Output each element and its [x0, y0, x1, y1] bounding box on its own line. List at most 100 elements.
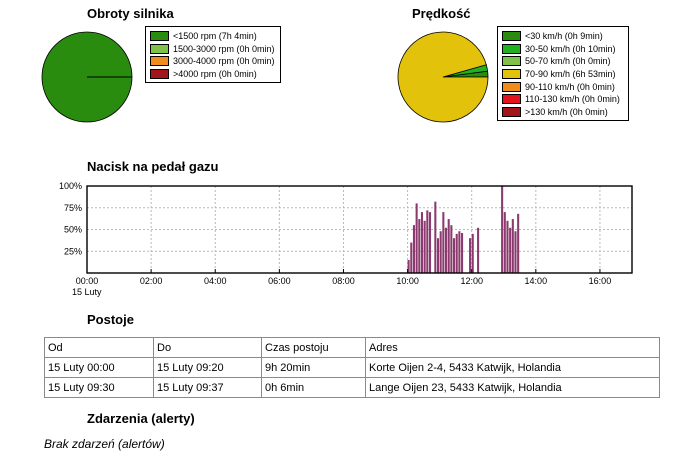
throttle-date-label: 15 Luty — [72, 287, 102, 297]
header-to: Do — [153, 337, 262, 358]
x-tick-label: 00:00 — [76, 276, 99, 286]
speed-legend-item: 90-110 km/h (0h 0min) — [502, 80, 624, 93]
speed-legend-item: 50-70 km/h (0h 0min) — [502, 55, 624, 68]
throttle-bar — [444, 227, 448, 273]
throttle-bar — [447, 219, 450, 273]
header-duration: Czas postoju — [261, 337, 366, 358]
throttle-bar — [418, 219, 421, 273]
engine-rpm-pie — [41, 31, 133, 123]
legend-swatch — [502, 106, 521, 117]
throttle-bar — [477, 227, 480, 273]
stops-table: Od Do Czas postoju Adres 15 Luty 00:00 1… — [44, 337, 660, 398]
x-tick-label: 04:00 — [204, 276, 227, 286]
legend-label: 90-110 km/h (0h 0min) — [525, 81, 615, 92]
legend-label: <1500 rpm (7h 4min) — [173, 31, 257, 42]
legend-swatch — [502, 69, 521, 80]
legend-label: >4000 rpm (0h 0min) — [173, 69, 257, 80]
legend-swatch — [150, 43, 169, 54]
legend-label: 50-70 km/h (0h 0min) — [525, 56, 611, 67]
x-tick-label: 16:00 — [589, 276, 612, 286]
throttle-bar — [469, 238, 472, 273]
engine-legend-item: 1500-3000 rpm (0h 0min) — [150, 43, 276, 56]
speed-legend-item: 70-90 km/h (6h 53min) — [502, 68, 624, 81]
cell-duration: 9h 20min — [261, 357, 366, 378]
legend-swatch — [502, 43, 521, 54]
legend-label: 3000-4000 rpm (0h 0min) — [173, 56, 275, 67]
speed-title: Prędkość — [412, 6, 471, 21]
engine-legend-item: >4000 rpm (0h 0min) — [150, 68, 276, 81]
y-tick-label: 25% — [64, 246, 82, 256]
table-row: 15 Luty 00:00 15 Luty 09:20 9h 20min Kor… — [44, 357, 660, 378]
legend-swatch — [502, 81, 521, 92]
y-tick-label: 100% — [59, 181, 82, 191]
x-tick-label: 08:00 — [332, 276, 355, 286]
throttle-bar — [455, 233, 458, 273]
engine-legend-item: 3000-4000 rpm (0h 0min) — [150, 55, 276, 68]
throttle-chart: 00:00 02:00 04:00 06:00 08:00 10:00 12:00 14:00… — [59, 181, 633, 297]
table-row: 15 Luty 09:30 15 Luty 09:37 0h 6min Lang… — [44, 377, 660, 398]
legend-label: <30 km/h (0h 9min) — [525, 31, 603, 42]
speed-legend-item: >130 km/h (0h 0min) — [502, 106, 624, 119]
header-from: Od — [44, 337, 154, 358]
throttle-bar — [453, 238, 456, 273]
throttle-bar — [501, 186, 504, 273]
speed-legend-item: <30 km/h (0h 9min) — [502, 30, 624, 43]
throttle-bar — [461, 232, 464, 273]
x-tick-label: 14:00 — [525, 276, 548, 286]
cell-duration: 0h 6min — [261, 377, 366, 398]
cell-to: 15 Luty 09:20 — [153, 357, 262, 378]
throttle-bar — [506, 220, 509, 273]
throttle-plot-frame — [86, 185, 633, 274]
events-empty-text: Brak zdarzeń (alertów) — [44, 437, 165, 451]
throttle-bar — [458, 231, 461, 273]
stops-header-row: Od Do Czas postoju Adres — [44, 337, 660, 358]
throttle-bar — [410, 242, 413, 273]
x-tick-label: 02:00 — [140, 276, 163, 286]
throttle-bar — [471, 233, 474, 273]
throttle-bar — [434, 201, 437, 273]
throttle-bar — [428, 212, 432, 273]
throttle-bar — [436, 238, 440, 273]
x-tick-label: 12:00 — [460, 276, 483, 286]
legend-swatch — [502, 56, 521, 67]
cell-from: 15 Luty 09:30 — [44, 377, 154, 398]
engine-rpm-title: Obroty silnika — [87, 6, 174, 21]
stops-title: Postoje — [87, 312, 134, 327]
y-tick-label: 75% — [64, 203, 82, 213]
throttle-bar — [517, 213, 520, 273]
y-tick-label: 50% — [64, 225, 82, 235]
throttle-bar — [439, 231, 442, 273]
header-address: Adres — [365, 337, 660, 358]
throttle-bar — [503, 212, 506, 273]
speed-pie — [397, 31, 489, 123]
throttle-bar — [509, 227, 512, 273]
throttle-bar — [442, 212, 445, 273]
legend-label: >130 km/h (0h 0min) — [525, 106, 608, 117]
speed-legend-item: 30-50 km/h (0h 10min) — [502, 43, 624, 56]
throttle-bar — [514, 231, 517, 273]
throttle-bar — [426, 210, 429, 273]
legend-swatch — [150, 56, 169, 67]
cell-address: Korte Oijen 2-4, 5433 Katwijk, Holandia — [365, 357, 660, 378]
speed-legend: <30 km/h (0h 9min) 30-50 km/h (0h 10min) 5… — [497, 26, 629, 122]
throttle-bar — [423, 220, 426, 273]
speed-legend-item: 110-130 km/h (0h 0min) — [502, 93, 624, 106]
legend-swatch — [502, 31, 521, 42]
legend-label: 30-50 km/h (0h 10min) — [525, 43, 616, 54]
legend-swatch — [150, 31, 169, 42]
throttle-bar — [511, 219, 514, 273]
legend-label: 70-90 km/h (6h 53min) — [525, 69, 616, 80]
legend-swatch — [502, 94, 521, 105]
cell-from: 15 Luty 00:00 — [44, 357, 154, 378]
x-tick-label: 06:00 — [268, 276, 291, 286]
throttle-title: Nacisk na pedał gazu — [87, 159, 219, 174]
throttle-bar — [450, 225, 453, 273]
throttle-bar — [420, 212, 424, 273]
legend-swatch — [150, 69, 169, 80]
legend-label: 110-130 km/h (0h 0min) — [525, 94, 620, 105]
engine-rpm-legend: <1500 rpm (7h 4min) 1500-3000 rpm (0h 0mi… — [145, 26, 281, 84]
legend-label: 1500-3000 rpm (0h 0min) — [173, 43, 275, 54]
throttle-bar — [415, 203, 418, 273]
cell-to: 15 Luty 09:37 — [153, 377, 262, 398]
engine-legend-item: <1500 rpm (7h 4min) — [150, 30, 276, 43]
